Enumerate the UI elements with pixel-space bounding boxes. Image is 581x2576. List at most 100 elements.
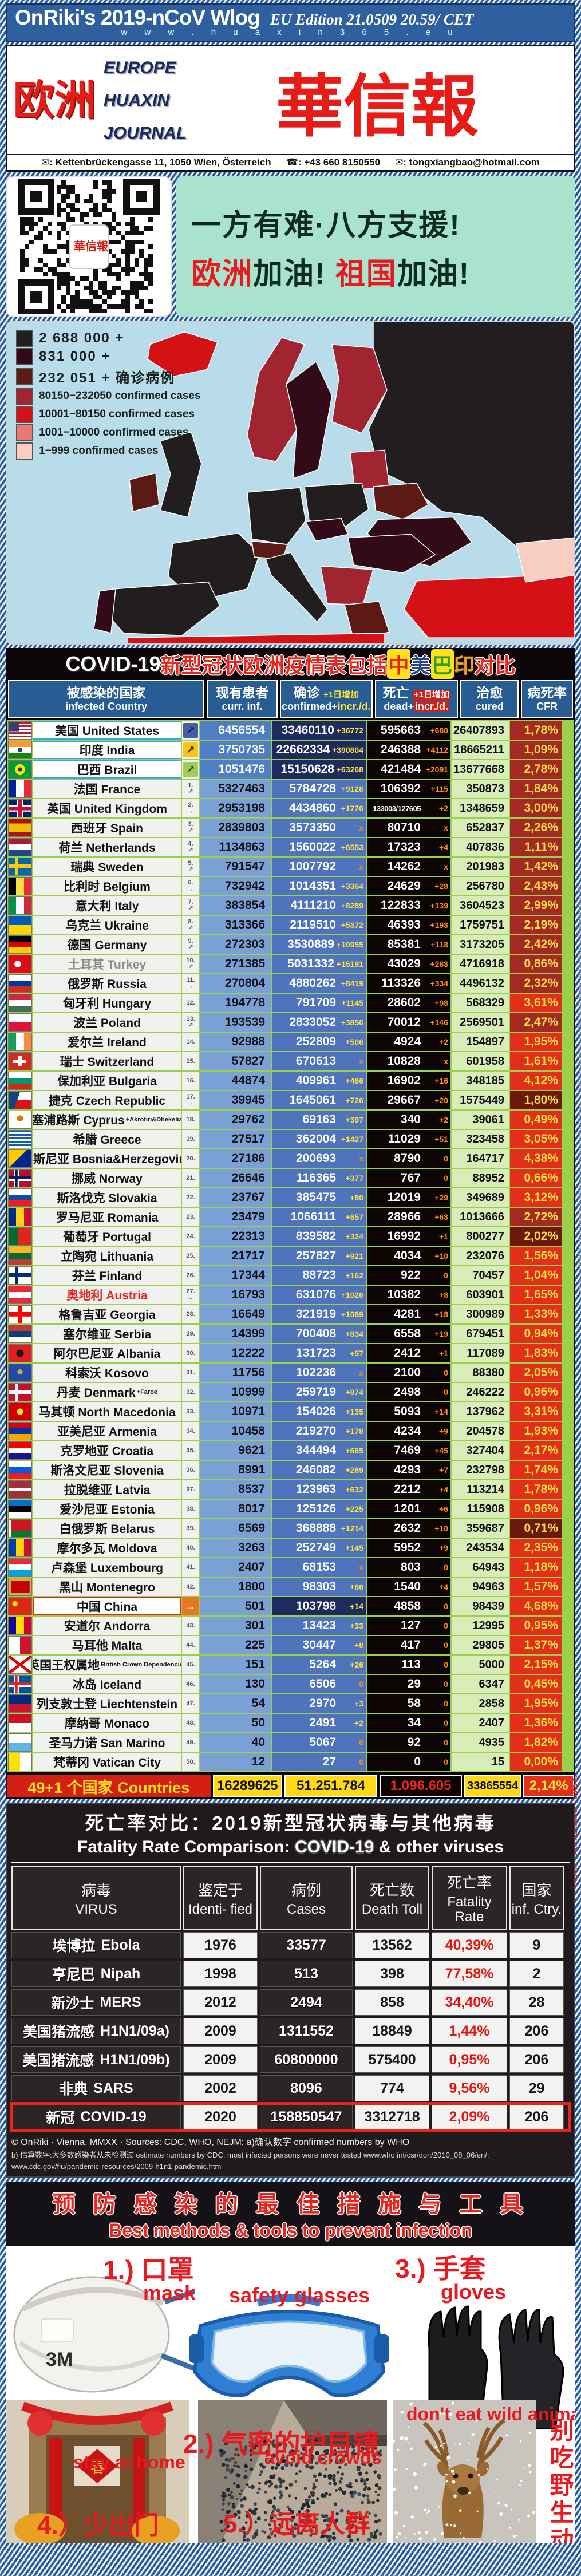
confirmed-value: 791709 +1145 [272, 994, 366, 1012]
country-row-andorra[interactable]: 安道尔 Andorra 43. 301 13423 +33 127 0 12995 0,95% [8, 1617, 573, 1635]
country-row-finland[interactable]: 芬兰 Finland 26. 17344 88723 +162 922 0 70457 1,04… [8, 1266, 573, 1285]
country-row-ireland[interactable]: 爱尔兰 Ireland 14. 92988 252809 +506 4924 +2 15489… [8, 1033, 573, 1051]
country-row-portugal[interactable]: 葡萄牙 Portugal 24. 22313 839582 +324 16992 +1 800… [8, 1227, 573, 1246]
country-row-china[interactable]: 中国 China → 501 103798 +14 4858 0 98439 4,68% [8, 1597, 573, 1615]
flag-icon [8, 1694, 32, 1713]
rank-cell: 41. [182, 1558, 199, 1577]
country-name: 塞尔维亚 Serbia [33, 1325, 181, 1343]
rank-cell: 20. [182, 1149, 199, 1168]
cfr-value: 3,12% [510, 1188, 562, 1207]
current-infected-value: 8017 [200, 1500, 271, 1518]
country-row-russia[interactable]: 俄罗斯 Russia 11. → 270804 4880262 +8419 113326 +3… [8, 974, 573, 993]
country-row-estonia[interactable]: 爱沙尼亚 Estonia 38. 8017 125126 +225 1201 +6 11590… [8, 1500, 573, 1518]
phone-number[interactable]: ☎: +43 660 8150550 [286, 157, 381, 168]
country-name: 圣马力诺 San Marino [33, 1733, 181, 1752]
country-row-netherlands[interactable]: 荷兰 Netherlands 4. ↗ 1134863 1560022 +6553 1732… [8, 838, 573, 856]
country-row-spain[interactable]: 西班牙 Spain 3. ↗ 2839803 3573350 x 80710 x 652837 2… [8, 819, 573, 837]
confirmed-daily-increase: x [359, 823, 363, 832]
country-row-iceland[interactable]: 冰岛 Iceland 46. 130 6506 0 29 0 6347 0,45% [8, 1675, 573, 1693]
country-row-monaco[interactable]: 摩纳哥 Monaco 48. 50 2491 +2 34 0 2407 1,36% [8, 1714, 573, 1732]
country-row-slovakia[interactable]: 斯洛伐克 Slovakia 22. 23767 385475 +80 12019 +29 34… [8, 1188, 573, 1207]
country-row-india[interactable]: 印度 India ↗ 3750735 22662334 +390804 246388 +41… [8, 741, 573, 759]
country-name: 波兰 Poland [33, 1013, 181, 1032]
confirmed-daily-increase: +1770 [341, 804, 363, 813]
cured-value: 88380 [452, 1364, 509, 1382]
slogan-line2: 欧洲加油! 祖国加油! [191, 250, 575, 293]
confirmed-value: 125126 +225 [272, 1500, 366, 1518]
flag-icon [8, 935, 32, 954]
country-row-turkey[interactable]: 土耳其 Turkey 10. ↗ 271385 5031332 +15191 43029 +2… [8, 955, 573, 973]
qr-code[interactable]: 華信報 [6, 176, 172, 317]
country-row-vatican-city[interactable]: 梵蒂冈 Vatican City 50. 12 27 0 0 0 15 0,00% [8, 1753, 573, 1771]
country-row-romania[interactable]: 罗马尼亚 Romania 23. 23479 1066111 +857 28966 +63 1… [8, 1208, 573, 1226]
country-row-czech-republic[interactable]: 捷克 Czech Republic 17. → 39945 1645061 +726 296… [8, 1091, 573, 1109]
country-row-armenia[interactable]: 亚美尼亚 Armenia 34. 10458 219270 +178 4234 +9 2045… [8, 1422, 573, 1440]
country-row-georgia[interactable]: 格鲁吉亚 Georgia 28. 16649 321919 +1089 4281 +18 30… [8, 1305, 573, 1323]
country-row-luxembourg[interactable]: 卢森堡 Luxembourg 41. 2407 68153 x 803 0 64943 1,18… [8, 1558, 573, 1577]
country-row-italy[interactable]: 意大利 Italy 7. ↗ 383854 4111210 +8289 122833 +139… [8, 896, 573, 915]
dead-value: 127 0 [367, 1617, 450, 1635]
country-row-germany[interactable]: 德国 Germany 9. ↗ 272303 3530889 +10955 85381 +11… [8, 935, 573, 954]
country-row-belarus[interactable]: 白俄罗斯 Belarus 39. 6569 368888 +1214 2632 +10 359… [8, 1519, 573, 1538]
country-row-cyprus[interactable]: 塞浦路斯 Cyprus +Akrotiri&Dhekelia 18. 29762 691… [8, 1111, 573, 1129]
country-row-greece[interactable]: 希腊 Greece 19. 27517 362004 +1427 11029 +51 3234… [8, 1130, 573, 1148]
country-row-moldova[interactable]: 摩尔多瓦 Moldova 40. 3263 252749 +145 5952 +9 24353… [8, 1539, 573, 1557]
country-row-austria[interactable]: 奥地利 Austria 27. → 16793 631076 +1026 10382 +8 60… [8, 1286, 573, 1304]
country-row-latvia[interactable]: 拉脱维亚 Latvia 37. 8537 123963 +632 2212 +4 113214… [8, 1480, 573, 1499]
rank-cell: 48. [182, 1714, 199, 1732]
email-address[interactable]: ✉: tongxiangbao@hotmail.com [395, 157, 540, 168]
country-row-serbia[interactable]: 塞尔维亚 Serbia 29. 14399 700408 +834 6558 +19 6794… [8, 1325, 573, 1343]
country-name-suffix: British Crown Dependencies [101, 1661, 181, 1668]
country-row-san-marino[interactable]: 圣马力诺 San Marino 49. 40 5067 0 92 0 4935 1,82% [8, 1733, 573, 1752]
rank-cell: 5. ↗ [182, 858, 199, 876]
poster: OnRiki's 2019-nCoV Wlog EU Edition 21.05… [6, 3, 581, 2543]
country-name-suffix: +Akrotiri&Dhekelia [125, 1116, 181, 1123]
cured-value: 154897 [452, 1033, 509, 1051]
confirmed-daily-increase: +2 [354, 1718, 363, 1728]
confirmed-daily-increase: +57 [350, 1349, 363, 1358]
country-row-north-macedonia[interactable]: 马其顿 North Macedonia 33. 10971 154026 +135 509… [8, 1402, 573, 1421]
cfr-value: 0,95% [510, 1617, 562, 1635]
cured-value: 232798 [452, 1461, 509, 1479]
flag-icon [8, 1422, 32, 1440]
country-row-bosnia-herzegovina[interactable]: 波斯尼亚 Bosnia&Herzegovina20.27186200693x87… [8, 1149, 573, 1168]
cfr-value: 1,80% [510, 1091, 562, 1109]
country-row-slovenia[interactable]: 斯洛文尼亚 Slovenia 36. 8991 246082 +289 4293 +7 232… [8, 1461, 573, 1479]
country-row-bulgaria[interactable]: 保加利亚 Bulgaria 16. 44874 409961 +466 16902 +16 3… [8, 1072, 573, 1090]
country-row-denmark[interactable]: 丹麦 Denmark +Faroe 32. 10999 259719 +874 2498 0 2… [8, 1383, 573, 1401]
country-name: 芬兰 Finland [33, 1266, 181, 1285]
country-row-lithuania[interactable]: 立陶宛 Lithuania 25. 21717 257827 +921 4034 +10 23… [8, 1247, 573, 1265]
country-row-norway[interactable]: 挪威 Norway 21. 26646 116365 +377 767 0 88952 0,66… [8, 1169, 573, 1187]
cured-value: 601958 [452, 1052, 509, 1070]
country-row-malta[interactable]: 马耳他 Malta 44. 225 30447 +8 417 0 29805 1,37% [8, 1636, 573, 1654]
country-row-belgium[interactable]: 比利时 Belgium 6. → 732942 1014351 +3364 24629 +28… [8, 877, 573, 895]
cfr-value: 2,99% [510, 896, 562, 915]
fatality-title-zh: 死亡率对比：2019新型冠状病毒与其他病毒 [85, 1812, 496, 1834]
country-row-united-states[interactable]: 美国 United States ↗ 6456554 33460110 +36772 59… [8, 721, 573, 740]
legend-swatch [16, 388, 33, 405]
current-infected-value: 23767 [200, 1188, 271, 1207]
country-row-brazil[interactable]: 巴西 Brazil ↗ 1051476 15150628 +63268 421484 +20… [8, 760, 573, 779]
country-row-switzerland[interactable]: 瑞士 Switzerland 15. 57827 670613 x 10828 x 60195… [8, 1052, 573, 1070]
confirmed-value: 69163 +397 [272, 1111, 366, 1129]
rank-cell: 14. [182, 1033, 199, 1051]
country-row-france[interactable]: 法国 France 1. ↗ 5327463 5784728 +9128 106392 +11… [8, 780, 573, 798]
website-link[interactable]: w w w . h u a x i n 3 6 5 . e u [121, 27, 460, 37]
country-row-croatia[interactable]: 克罗地亚 Croatia 35. 9621 344494 +665 7469 +45 3274… [8, 1441, 573, 1460]
country-row-kosovo[interactable]: 科索沃 Kosovo 31. 11756 102236 x 2100 0 88380 2,05% [8, 1364, 573, 1382]
country-row-hungary[interactable]: 匈牙利 Hungary 12. 194778 791709 +1145 28602 +98 5… [8, 994, 573, 1012]
confirmed-value: 30447 +8 [272, 1636, 366, 1654]
country-row--[interactable]: 英国王权属地 British Crown Dependencies 45. 151 52… [8, 1656, 573, 1674]
cured-value: 98439 [452, 1597, 509, 1615]
country-row-poland[interactable]: 波兰 Poland 13. ↗ 193539 2833052 +3856 70012 +146… [8, 1013, 573, 1032]
flag-icon [8, 1636, 32, 1654]
data-source-url[interactable]: source: https://3g.dxy.cn/newh5/view/pne… [578, 888, 581, 1293]
cfr-value: 0,49% [510, 1111, 562, 1129]
country-row-ukraine[interactable]: 乌克兰 Ukraine 8. ↗ 313366 2119510 +5372 46393 +19… [8, 916, 573, 934]
country-row-liechtenstein[interactable]: 列支敦士登 Liechtenstein 47. 54 2970 +3 58 0 2858 1,9… [8, 1694, 573, 1713]
country-row-united-kingdom[interactable]: 英国 United Kingdom 2. → 2953198 4434860 +1770 1… [8, 799, 573, 817]
dead-daily-increase: +680 [430, 726, 448, 735]
country-row-sweden[interactable]: 瑞典 Sweden 5. ↗ 791547 1007792 x 14262 x 201983 1,… [8, 858, 573, 876]
country-row-montenegro[interactable]: 黑山 Montenegro 42. 1800 98303 +66 1540 +4 94963 1… [8, 1578, 573, 1596]
country-row-albania[interactable]: 阿尔巴尼亚 Albania 30. 12222 131723 +57 2412 +1 1170… [8, 1344, 573, 1362]
